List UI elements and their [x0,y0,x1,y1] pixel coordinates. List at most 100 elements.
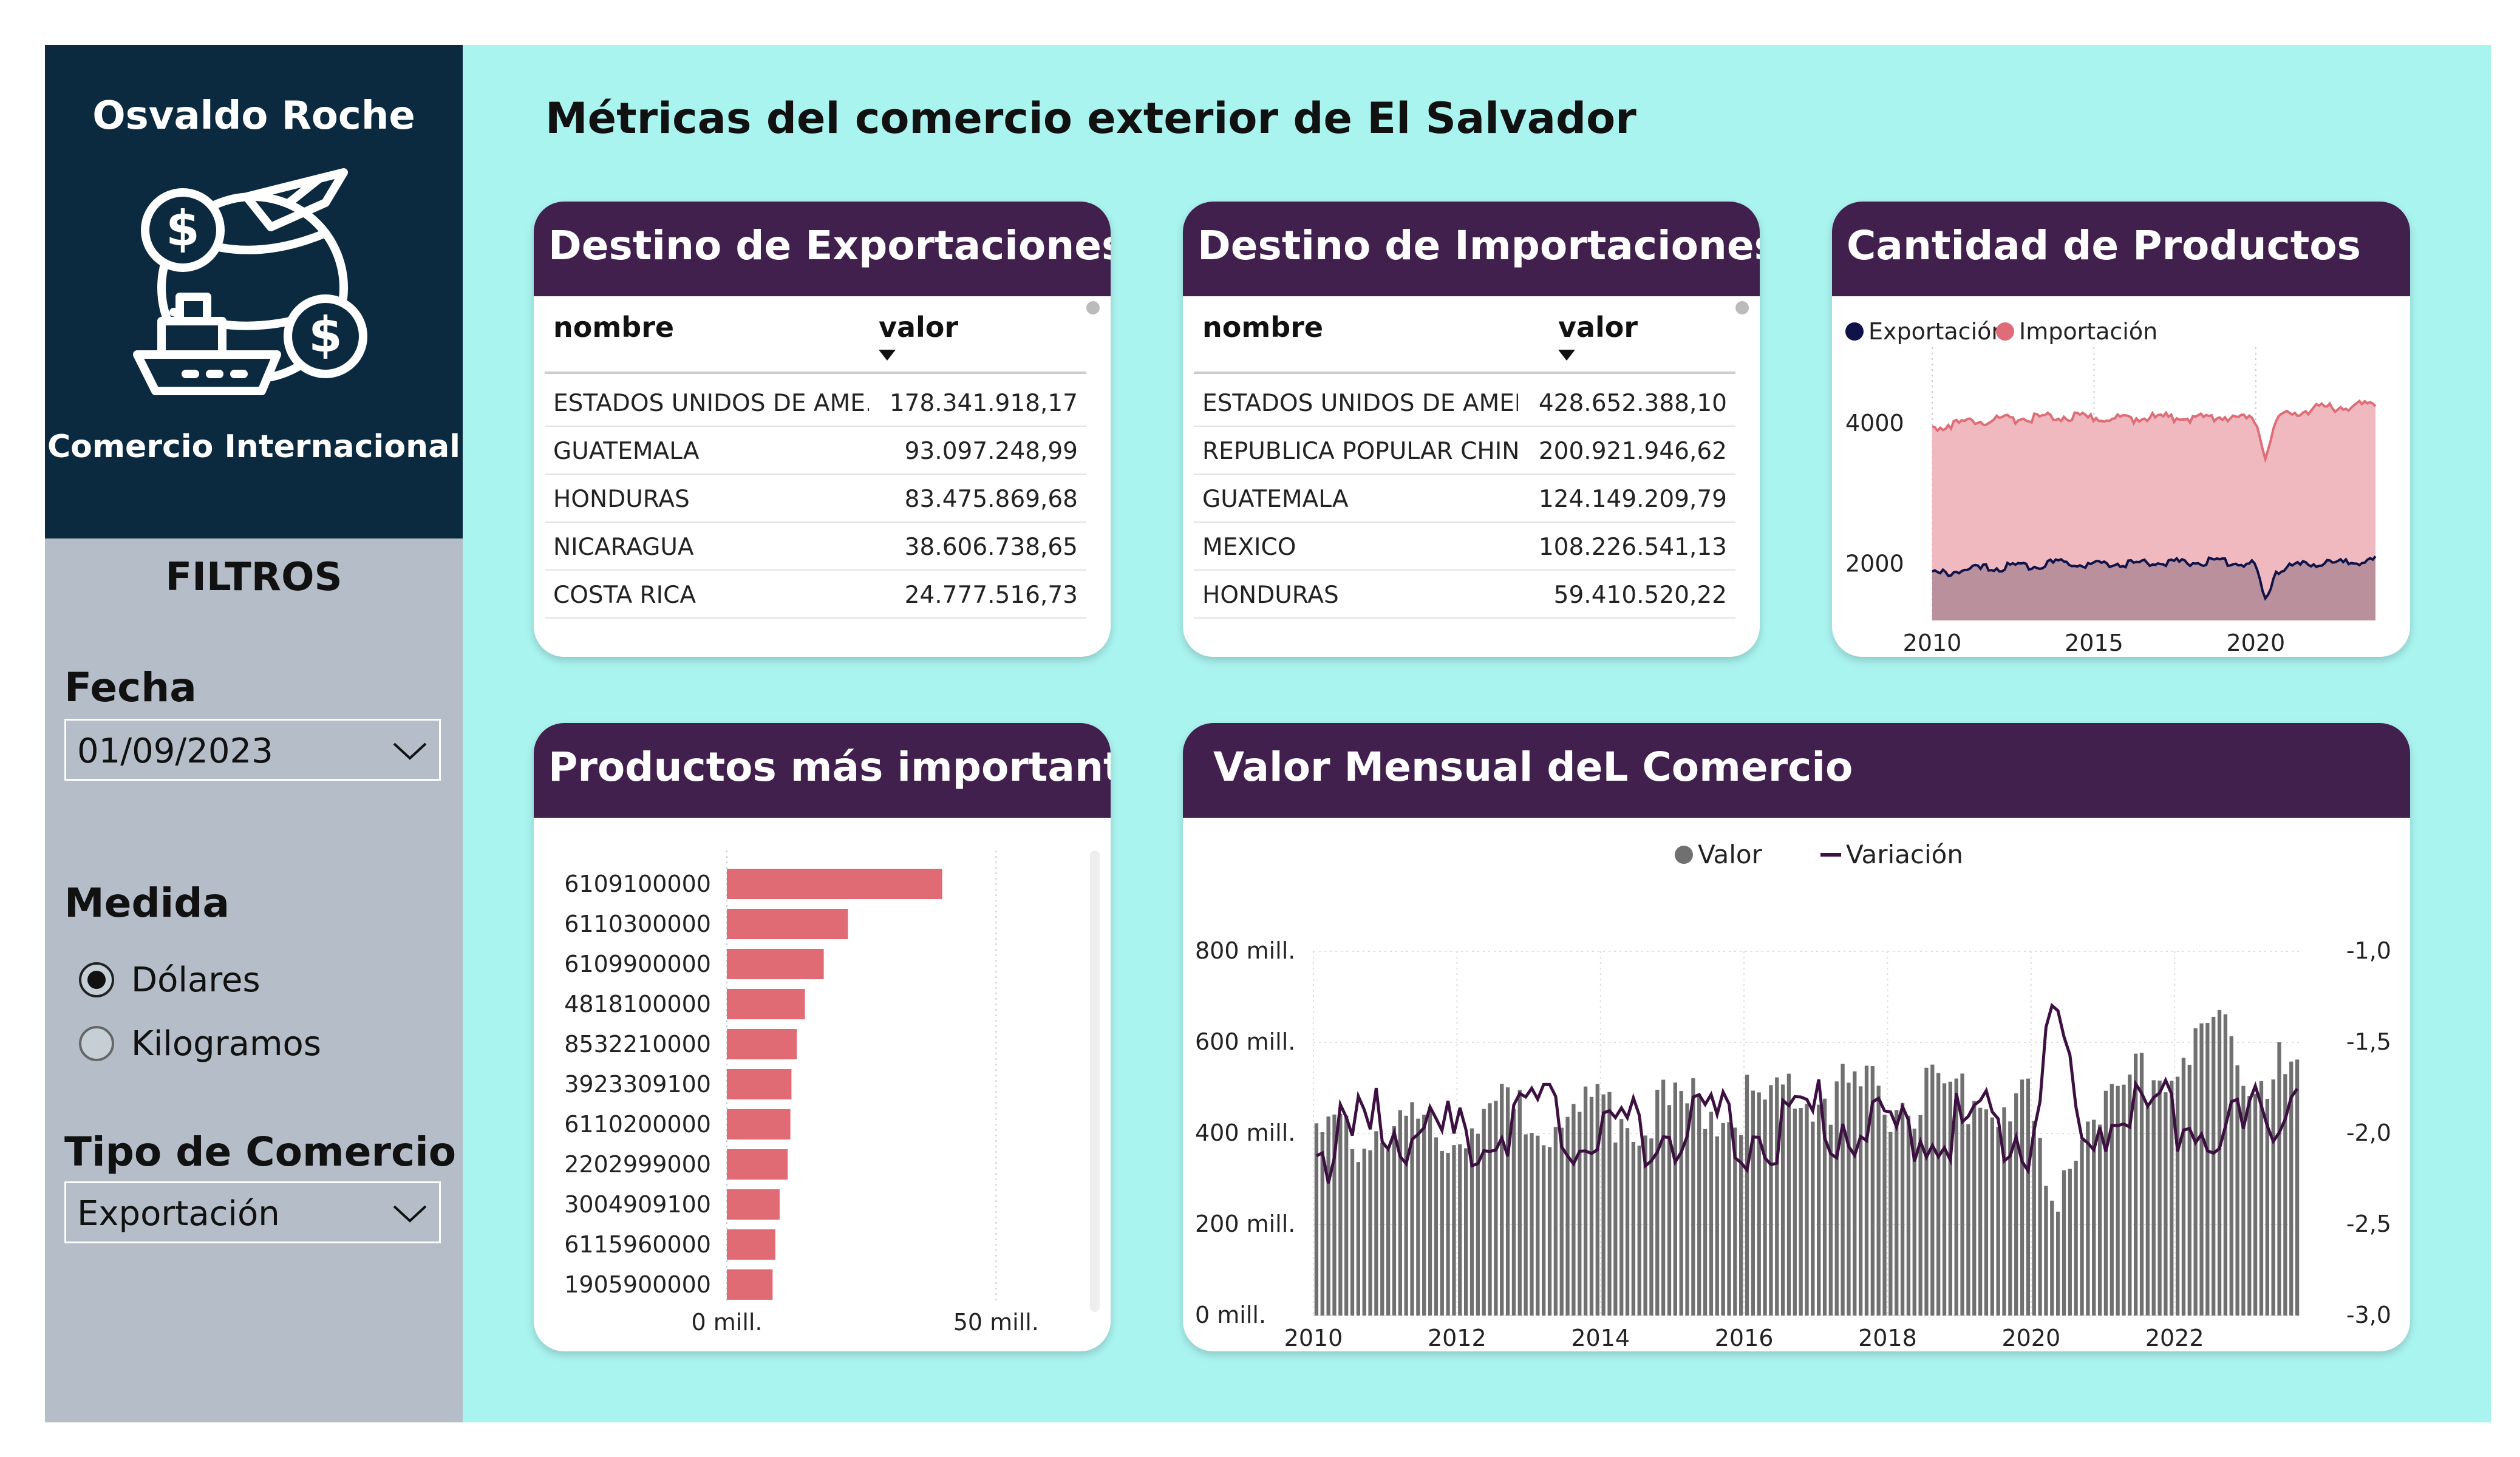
table-row[interactable]: ESTADOS UNIDOS DE AMERICA 428.652.388,10 [1194,379,1735,427]
valor-bar [1422,1115,1426,1316]
valor-bar [1511,1109,1516,1316]
x-tick-label: 2020 [2226,630,2285,656]
table-row[interactable]: REPUBLICA POPULAR CHINA 200.921.946,62 [1194,427,1735,475]
exportaciones-title: Destino de Exportaciones [534,202,1111,296]
valor-bar [1631,1141,1636,1316]
valor-bar [2068,1169,2072,1316]
valor-bar [1924,1067,1929,1316]
category-label: 3004909100 [564,1191,711,1218]
scrollbar-track[interactable] [1090,851,1100,1312]
bar [727,1189,780,1220]
col-valor[interactable]: valor [879,311,959,344]
valor-bar [2175,1076,2180,1316]
scrollbar-thumb[interactable] [1086,301,1100,314]
valor-bar [1930,1064,1935,1316]
table-row[interactable]: COSTA RICA 24.777.516,73 [545,571,1086,619]
bar [727,1069,792,1099]
valor-bar [2212,1016,2216,1316]
valor-bar [1374,1131,1378,1316]
variacion-line [1315,1002,2299,1184]
filters-title: FILTROS [165,555,342,600]
bar [727,1029,797,1059]
valor-bar [2055,1211,2060,1316]
cell-valor: 428.652.388,10 [1538,390,1727,417]
x-tick-label: 2022 [2145,1325,2204,1351]
table-row[interactable]: GUATEMALA 93.097.248,99 [545,427,1086,475]
tipo-dropdown[interactable]: Exportación [64,1181,441,1243]
valor-bar [1858,1086,1863,1316]
table-row[interactable]: ESTADOS UNIDOS DE AME... 178.341.918,17 [545,379,1086,427]
productos-card: Productos más importantes 0 mill. 50 mill… [534,723,1111,1351]
category-label: 2202999000 [564,1151,711,1178]
brand-subtitle: Comercio Internacional [47,429,460,465]
valor-bar [2074,1160,2078,1316]
valor-bar [2026,1078,2031,1316]
valor-bar [1942,1083,1947,1316]
valor-bar [1446,1152,1450,1316]
legend-exportacion[interactable]: Exportación [1845,318,2006,345]
col-nombre[interactable]: nombre [1202,311,1324,344]
valor-bar [1990,1117,1994,1316]
valor-bar [1864,1065,1869,1316]
table-row[interactable]: GUATEMALA 124.149.209,79 [1194,475,1735,523]
importaciones-card: Destino de Importaciones nombre valor ES… [1183,202,1760,657]
y2-tick-label: -1,0 [2346,937,2391,964]
sort-desc-icon[interactable] [1558,350,1575,361]
valor-bar [1972,1101,1977,1316]
scrollbar-thumb[interactable] [1735,301,1749,314]
col-valor[interactable]: valor [1558,311,1638,344]
valor-bar [1888,1132,1893,1316]
valor-bar [1679,1091,1683,1316]
valor-bar [1488,1103,1492,1316]
valor-bar [2181,1058,2186,1316]
radio-kilogramos[interactable]: Kilogramos [79,1022,321,1065]
fecha-dropdown[interactable]: 01/09/2023 [64,719,441,781]
cell-valor: 108.226.541,13 [1538,534,1727,561]
valor-bar [1386,1150,1391,1316]
valor-bar [1410,1102,1414,1316]
cantidad-title: Cantidad de Productos [1832,202,2410,296]
valor-bar [1780,1084,1785,1316]
valor-bar [2217,1010,2222,1316]
cell-valor: 200.921.946,62 [1538,438,1727,465]
valor-bar [1817,1104,1821,1316]
legend-variacion[interactable]: Variación [1820,840,1963,869]
table-row[interactable]: MEXICO 108.226.541,13 [1194,523,1735,571]
valor-bar [1314,1123,1319,1316]
valor-bar [1469,1128,1474,1316]
legend-label: Exportación [1868,318,2006,345]
trade-globe-icon: $ $ [133,168,367,395]
legend-dot [1996,322,2014,341]
valor-bar [2014,1093,2018,1316]
valor-bar [1416,1118,1420,1316]
valor-bar [2229,1036,2233,1316]
valor-bar [1786,1073,1791,1316]
cell-nombre: NICARAGUA [553,534,694,561]
valor-bar [2277,1042,2281,1316]
x-tick-label: 2015 [2065,630,2123,656]
legend-valor[interactable]: Valor [1675,840,1762,869]
valor-bar [1607,1092,1612,1316]
valor-bar [1428,1107,1432,1316]
radio-dolares-label: Dólares [131,960,261,1000]
valor-bar [1799,1108,1803,1316]
table-row[interactable]: HONDURAS 83.475.869,68 [545,475,1086,523]
valor-bar [1847,1082,1851,1316]
valor-bar [1882,1115,1887,1316]
legend-importacion[interactable]: Importación [1996,318,2157,345]
sort-desc-icon[interactable] [879,350,896,361]
table-row[interactable]: NICARAGUA 38.606.738,65 [545,523,1086,571]
bar [727,1109,791,1139]
bar [727,1229,775,1260]
valor-bar [1643,1135,1647,1316]
header-divider [545,372,1086,374]
x-tick-label: 0 mill. [691,1309,762,1336]
col-nombre[interactable]: nombre [553,311,675,344]
category-label: 8532210000 [564,1031,711,1058]
cell-nombre: HONDURAS [1202,582,1339,609]
bar [727,1149,788,1180]
bar [727,909,848,939]
table-row[interactable]: HONDURAS 59.410.520,22 [1194,571,1735,619]
valor-bar [2283,1074,2287,1316]
radio-dolares[interactable]: Dólares [79,959,261,1001]
